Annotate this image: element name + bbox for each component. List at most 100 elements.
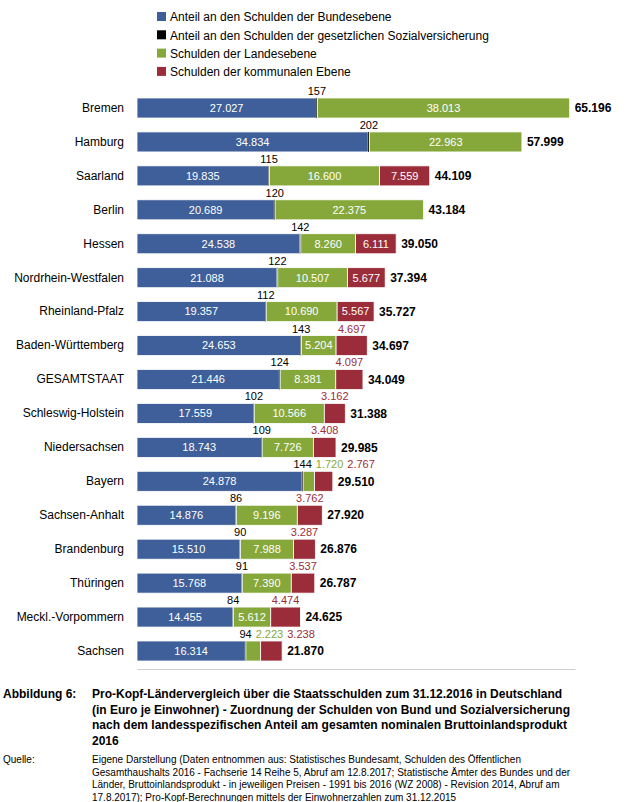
data-label: 8.260 (314, 238, 342, 250)
data-label: 5.612 (238, 611, 266, 623)
bar-segment (137, 336, 301, 356)
bar-segment (137, 573, 242, 593)
bar-segment (236, 505, 297, 525)
bar-segment (246, 641, 261, 661)
data-label: 38.013 (427, 102, 461, 114)
data-label: 6.111 (363, 238, 389, 250)
bar-segment (336, 369, 363, 389)
bar-segment (137, 471, 302, 491)
data-label: 3.537 (289, 560, 317, 572)
data-label: 4.697 (338, 323, 366, 335)
caption-line: Pro-Kopf-Ländervergleich über die Staats… (92, 687, 562, 701)
source-line: Eigene Darstellung (Daten entnommen aus:… (92, 754, 521, 765)
data-label: 14.455 (168, 611, 202, 623)
data-label: 15.510 (172, 543, 206, 555)
data-label: 86 (230, 492, 242, 504)
category-label: Bremen (82, 101, 124, 115)
bar-segment (302, 336, 337, 356)
total-label: 37.394 (390, 271, 427, 285)
bar-segment (301, 234, 356, 254)
data-label: 21.088 (190, 272, 224, 284)
bar-segment (370, 132, 522, 152)
data-label: 10.690 (285, 305, 319, 317)
bar-segment (241, 539, 294, 559)
data-label: 3.162 (321, 390, 349, 402)
total-label: 27.920 (327, 508, 364, 522)
bar-segment (137, 369, 279, 389)
data-label: 91 (236, 560, 248, 572)
bar-segment (337, 302, 374, 322)
bar-segment (356, 234, 397, 254)
data-label: 102 (245, 390, 263, 402)
category-label: Sachsen (77, 644, 124, 658)
source-label: Quelle: (3, 754, 35, 765)
data-label: 7.390 (253, 577, 281, 589)
bar-segment (137, 302, 265, 322)
data-label: 144 (293, 458, 311, 470)
category-label: Baden-Württemberg (16, 338, 124, 352)
caption: Abbildung 6: Pro-Kopf-Ländervergleich übe… (3, 687, 571, 802)
caption-line: nach dem landesspezifischen Anteil am ge… (92, 718, 567, 732)
bar-segment (324, 403, 345, 423)
data-label: 7.988 (253, 543, 281, 555)
bar-segment (317, 98, 569, 118)
legend-label: Anteil an den Schulden der gesetzlichen … (170, 29, 489, 43)
y-tick: Baden-Württemberg (16, 338, 124, 352)
data-label: 17.559 (178, 407, 212, 419)
y-tick: Rheinland-Pfalz (39, 304, 124, 318)
total-label: 65.196 (575, 101, 612, 115)
caption-label: Abbildung 6: (3, 687, 76, 701)
data-label: 22.963 (429, 136, 463, 148)
data-label: 157 (308, 85, 326, 97)
data-label: 4.097 (336, 356, 364, 368)
total-label: 26.876 (320, 542, 357, 556)
category-label: Hessen (83, 237, 124, 251)
bar-segment (269, 166, 379, 186)
data-label: 115 (260, 153, 278, 165)
category-label: Bayern (86, 474, 124, 488)
total-label: 35.727 (379, 305, 416, 319)
total-label: 29.985 (341, 441, 378, 455)
y-tick: Nordrhein-Westfalen (14, 271, 124, 285)
data-label: 15.768 (172, 577, 206, 589)
data-label: 16.314 (174, 645, 208, 657)
data-label: 20.689 (189, 204, 223, 216)
source-line: Gesamthaushalts 2016 - Fachserie 14 Reih… (92, 767, 571, 778)
data-label: 112 (257, 289, 275, 301)
bars (137, 98, 570, 661)
bar-segment (280, 369, 336, 389)
data-label: 4.474 (272, 594, 300, 606)
y-tick: Bremen (82, 101, 124, 115)
data-label: 202 (360, 119, 378, 131)
data-label: 34.834 (236, 136, 270, 148)
data-label: 7.559 (391, 170, 419, 182)
data-label: 109 (253, 424, 271, 436)
data-label: 2.223 (256, 628, 284, 640)
data-label: 1.720 (316, 458, 344, 470)
bar-segment (297, 505, 322, 525)
x-axis-line (138, 669, 576, 670)
data-label: 24.878 (203, 475, 237, 487)
data-label: 142 (291, 221, 309, 233)
data-label: 2.767 (347, 458, 375, 470)
category-label: Hamburg (75, 135, 124, 149)
bar-segment (137, 200, 274, 220)
y-axis: BremenHamburgSaarlandBerlinHessenNordrhe… (14, 101, 124, 658)
data-label: 3.238 (287, 628, 315, 640)
source-line: 17.8.2017); Pro-Kopf-Berechnungen mittel… (92, 792, 457, 802)
bar-segment (291, 573, 314, 593)
data-label: 24.653 (202, 339, 236, 351)
data-label: 9.196 (253, 509, 281, 521)
total-label: 29.510 (338, 475, 375, 489)
y-tick: Thüringen (70, 576, 124, 590)
total-label: 44.109 (435, 169, 472, 183)
category-label: Nordrhein-Westfalen (14, 271, 124, 285)
x-axis (138, 669, 576, 670)
bar-segment (137, 437, 261, 457)
bar-segment (233, 607, 270, 627)
total-label: 24.625 (305, 610, 342, 624)
y-tick: Schleswig-Holstein (23, 406, 124, 420)
y-tick: Sachsen-Anhalt (39, 508, 124, 522)
data-label: 94 (239, 628, 251, 640)
data-label: 18.743 (182, 441, 216, 453)
